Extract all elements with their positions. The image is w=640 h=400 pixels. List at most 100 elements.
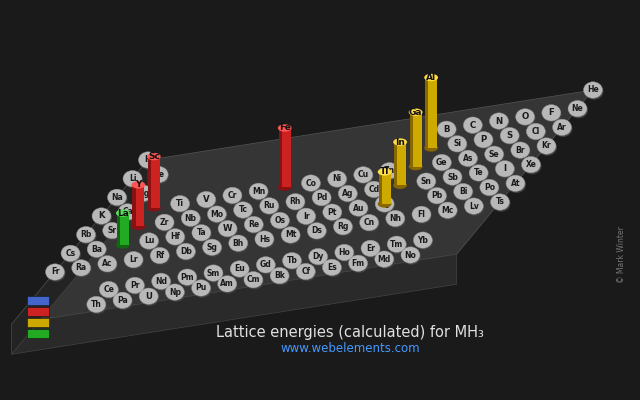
Ellipse shape [349,255,367,272]
Ellipse shape [409,163,422,170]
Text: Ir: Ir [303,212,309,221]
Ellipse shape [339,187,358,203]
Ellipse shape [165,284,184,300]
Ellipse shape [527,125,547,141]
Text: Cf: Cf [301,267,310,276]
Text: Pa: Pa [117,296,128,305]
Ellipse shape [134,186,154,203]
Ellipse shape [72,260,91,276]
Ellipse shape [475,133,494,149]
Ellipse shape [191,280,211,296]
Ellipse shape [228,235,248,251]
Ellipse shape [152,274,172,291]
Text: Na: Na [111,193,123,202]
Ellipse shape [480,179,499,196]
Ellipse shape [125,277,145,294]
Text: Fr: Fr [51,268,60,276]
Ellipse shape [308,248,328,265]
Text: Rb: Rb [80,230,92,239]
Bar [403,142,406,185]
Ellipse shape [116,209,130,217]
Ellipse shape [271,214,291,230]
Ellipse shape [484,146,504,162]
Text: Am: Am [220,279,234,288]
Ellipse shape [99,257,118,274]
Ellipse shape [219,277,237,294]
Polygon shape [12,254,456,354]
Text: Sr: Sr [108,226,116,235]
Ellipse shape [449,137,468,154]
Ellipse shape [181,210,200,226]
Ellipse shape [437,121,456,138]
Text: Xe: Xe [525,160,536,169]
Ellipse shape [119,205,138,222]
Ellipse shape [204,265,223,281]
Ellipse shape [149,166,168,183]
Text: S: S [506,131,513,140]
Ellipse shape [198,193,217,209]
Ellipse shape [490,194,509,210]
Text: V: V [203,195,209,204]
Ellipse shape [209,207,227,224]
Text: H: H [145,156,152,164]
Text: Co: Co [305,178,316,188]
Ellipse shape [125,253,144,269]
Ellipse shape [260,199,280,216]
Ellipse shape [497,162,515,178]
Ellipse shape [155,214,174,230]
Text: C: C [470,121,476,130]
Ellipse shape [412,206,431,222]
Text: F: F [548,108,554,117]
Ellipse shape [77,228,97,244]
Bar [126,213,129,245]
Text: Sc: Sc [148,152,160,161]
Text: As: As [463,154,473,163]
Ellipse shape [506,175,525,192]
Text: Pb: Pb [431,191,443,200]
Ellipse shape [61,245,80,262]
Ellipse shape [569,102,588,118]
Ellipse shape [349,256,369,273]
Polygon shape [12,90,593,324]
Bar [141,185,144,226]
Bar [413,112,422,166]
Text: Es: Es [327,263,337,272]
Text: Pm: Pm [180,273,194,282]
Text: U: U [145,292,152,301]
Ellipse shape [512,144,531,160]
Ellipse shape [516,110,536,127]
Text: Pd: Pd [316,193,327,202]
Ellipse shape [470,166,489,183]
Text: Rh: Rh [290,197,301,206]
Ellipse shape [387,236,406,252]
Ellipse shape [166,229,185,245]
Text: At: At [511,179,520,188]
Ellipse shape [230,261,249,277]
Bar [419,112,421,166]
Text: Bi: Bi [459,187,467,196]
Ellipse shape [245,218,264,234]
Ellipse shape [303,176,321,193]
Text: Ga: Ga [409,108,422,117]
Bar [379,172,382,204]
Ellipse shape [224,189,243,205]
Text: Cr: Cr [228,191,237,200]
Text: Tb: Tb [287,256,298,265]
Ellipse shape [380,162,399,179]
Bar [27,307,49,316]
Text: Ac: Ac [102,259,113,268]
Ellipse shape [328,172,348,189]
Ellipse shape [113,292,132,308]
Ellipse shape [417,173,436,189]
Ellipse shape [88,298,107,314]
Ellipse shape [140,233,159,249]
Ellipse shape [131,223,145,230]
Text: Sm: Sm [207,268,220,278]
Ellipse shape [141,234,159,251]
Ellipse shape [73,261,92,278]
Ellipse shape [464,118,483,135]
Text: Ag: Ag [342,189,353,198]
Text: Fm: Fm [351,259,365,268]
Ellipse shape [511,142,530,158]
Ellipse shape [102,222,122,239]
